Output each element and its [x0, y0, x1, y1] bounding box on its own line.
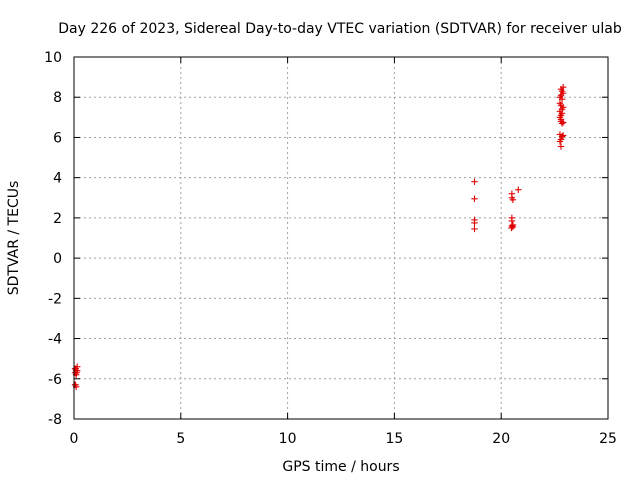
- x-tick-label: 5: [176, 431, 185, 447]
- data-point: [559, 90, 567, 97]
- y-axis-label: SDTVAR / TECUs: [6, 181, 22, 296]
- axis-ticks: 0 5 10 15 20 25 -8 -6 -4 -2 0 2 4 6 8 10: [44, 50, 617, 447]
- data-point: [508, 224, 515, 232]
- y-tick-label: 8: [53, 90, 62, 106]
- y-tick-label: 6: [53, 130, 62, 146]
- x-tick-label: 0: [70, 431, 79, 447]
- y-tick-label: 0: [53, 251, 62, 267]
- grid: [74, 57, 608, 419]
- data-point: [557, 143, 565, 150]
- data-point: [471, 225, 478, 233]
- data-point: [556, 94, 564, 101]
- x-tick-label: 15: [385, 431, 403, 447]
- y-tick-label: 4: [53, 171, 62, 187]
- x-axis-label: GPS time / hours: [282, 459, 399, 475]
- data-point: [515, 186, 522, 193]
- data-point: [558, 120, 566, 127]
- data-point: [558, 133, 566, 140]
- data-point: [559, 83, 567, 91]
- data-point: [558, 106, 566, 113]
- chart-title: Day 226 of 2023, Sidereal Day-to-day VTE…: [58, 21, 622, 37]
- data-point: [556, 138, 564, 145]
- y-tick-label: -4: [48, 332, 62, 348]
- data-point: [509, 196, 517, 203]
- y-tick-label: -8: [48, 412, 62, 428]
- plot-frame: [73, 56, 609, 420]
- data-point: [72, 381, 79, 389]
- data-point: [471, 178, 478, 185]
- data-point: [471, 219, 478, 227]
- y-tick-label: 10: [44, 50, 62, 66]
- data-point: [557, 116, 565, 123]
- y-tick-label: 2: [53, 211, 62, 227]
- data-point: [509, 221, 517, 229]
- y-tick-label: -2: [48, 291, 62, 307]
- x-tick-label: 25: [599, 431, 617, 447]
- data-point: [471, 195, 478, 202]
- data-points: [71, 83, 567, 391]
- x-tick-label: 10: [279, 431, 297, 447]
- data-point: [559, 132, 567, 139]
- x-tick-label: 20: [492, 431, 510, 447]
- y-tick-label: -6: [48, 372, 62, 388]
